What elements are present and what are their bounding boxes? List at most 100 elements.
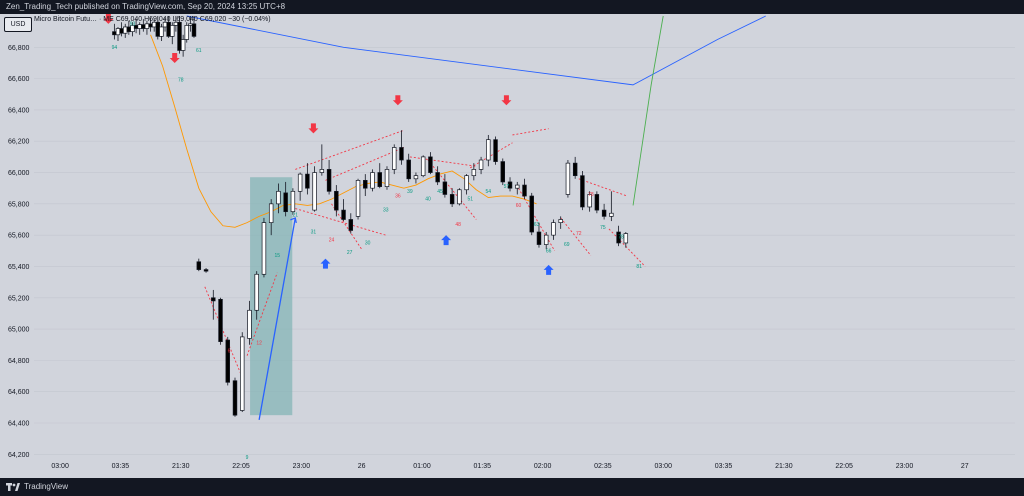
- candle-body: [170, 25, 175, 37]
- dotted-trend-line: [295, 129, 405, 170]
- candle-body: [225, 339, 230, 383]
- dotted-trend-line: [512, 128, 549, 136]
- candle-body: [305, 173, 310, 189]
- candle-body: [565, 162, 571, 195]
- candle-body: [558, 219, 563, 223]
- sell-arrow-icon: [169, 52, 180, 63]
- candle-body: [240, 336, 245, 411]
- y-tick-label: 65,200: [8, 295, 30, 302]
- green-trend-line: [632, 15, 664, 206]
- candle-body: [203, 269, 209, 272]
- candle-body: [180, 39, 186, 51]
- candle-body: [406, 159, 411, 180]
- candle-body: [319, 169, 325, 173]
- y-tick-label: 65,800: [8, 201, 30, 208]
- candle-body: [348, 219, 354, 231]
- y-tick-label: 65,400: [8, 264, 30, 271]
- candle-body: [587, 194, 592, 208]
- y-tick-label: 64,400: [8, 420, 30, 427]
- candle-body: [218, 298, 223, 342]
- candle-body: [290, 190, 296, 213]
- dotted-trend-line: [469, 142, 513, 169]
- currency-badge[interactable]: USD: [4, 17, 32, 32]
- count-label: 45: [437, 189, 443, 195]
- candle-body: [486, 139, 491, 161]
- buy-arrow-icon: [543, 264, 554, 275]
- candle-body: [148, 23, 153, 28]
- blue-trend-line: [186, 15, 766, 86]
- y-tick-label: 65,600: [8, 233, 30, 240]
- candle-body: [623, 233, 629, 244]
- count-label: 24: [329, 237, 335, 243]
- candle-body: [601, 209, 607, 217]
- candle-body: [355, 180, 361, 217]
- chart-area[interactable]: 64,200 64,400 64,600 64,800 65,000 65,200 65,4…: [0, 13, 1024, 472]
- count-label: 27: [347, 250, 353, 256]
- count-label: 51: [467, 197, 473, 203]
- count-label: 61: [196, 48, 202, 54]
- sell-arrow-icon: [103, 13, 114, 24]
- candle-body: [254, 273, 259, 311]
- candle-body: [119, 28, 124, 34]
- candle-body: [326, 169, 332, 192]
- count-label: 81: [636, 264, 642, 270]
- candle-body: [384, 169, 390, 187]
- candle-body: [449, 194, 455, 205]
- sell-arrow-icon: [392, 95, 403, 106]
- x-tick-label: 27: [961, 463, 969, 470]
- candle-body: [115, 28, 121, 36]
- candle-body: [529, 195, 534, 233]
- y-tick-label: 65,000: [8, 327, 30, 334]
- count-label: 40: [425, 197, 431, 203]
- candle-body: [420, 156, 426, 177]
- count-label: 78: [618, 234, 624, 240]
- x-tick-label: 03:35: [112, 463, 130, 470]
- candle-body: [276, 190, 281, 205]
- count-label: 69: [564, 242, 570, 248]
- buy-arrow-icon: [441, 235, 452, 246]
- candle-body: [155, 21, 161, 37]
- count-label: 93: [130, 21, 136, 27]
- candle-body: [543, 234, 549, 245]
- candle-body: [536, 231, 542, 245]
- count-label: 15: [274, 253, 280, 259]
- count-label: 78: [178, 78, 184, 84]
- count-label: 78: [588, 192, 594, 198]
- candle-body: [435, 172, 440, 183]
- dotted-trend-line: [246, 272, 278, 356]
- dotted-trend-line: [427, 159, 477, 220]
- candle-body: [442, 181, 448, 195]
- candle-body: [334, 190, 339, 211]
- candle-body: [261, 222, 267, 275]
- count-label: 75: [600, 225, 606, 231]
- candle-body: [196, 261, 202, 270]
- x-tick-label: 22:05: [835, 463, 853, 470]
- x-tick-label: 23:00: [293, 463, 311, 470]
- tradingview-logo[interactable]: TradingView: [6, 478, 68, 496]
- candle-body: [297, 173, 303, 192]
- count-label: 36: [395, 194, 401, 200]
- x-tick-label: 01:35: [474, 463, 492, 470]
- tradingview-logo-icon: [6, 483, 20, 491]
- candle-body: [377, 172, 382, 187]
- candle-body: [478, 159, 484, 170]
- candle-body: [551, 222, 556, 236]
- buy-arrow-icon: [320, 258, 331, 269]
- y-tick-label: 64,800: [8, 358, 30, 365]
- candle-body: [126, 26, 132, 33]
- candlestick-chart[interactable]: 64,200 64,400 64,600 64,800 65,000 65,200 65,4…: [0, 13, 1024, 472]
- candle-body: [188, 23, 193, 26]
- y-tick-label: 66,400: [8, 107, 30, 114]
- candle-body: [363, 180, 368, 189]
- y-tick-label: 66,200: [8, 139, 30, 146]
- candle-body: [515, 184, 520, 189]
- candle-body: [522, 184, 527, 197]
- candle-body: [428, 156, 433, 173]
- sell-arrow-icon: [501, 95, 512, 106]
- count-label: 9: [246, 455, 249, 461]
- footer-bar: TradingView: [0, 478, 1024, 496]
- count-label: 33: [383, 208, 389, 214]
- count-label: 31: [311, 230, 317, 236]
- candle-body: [268, 203, 274, 223]
- candle-body: [464, 175, 469, 191]
